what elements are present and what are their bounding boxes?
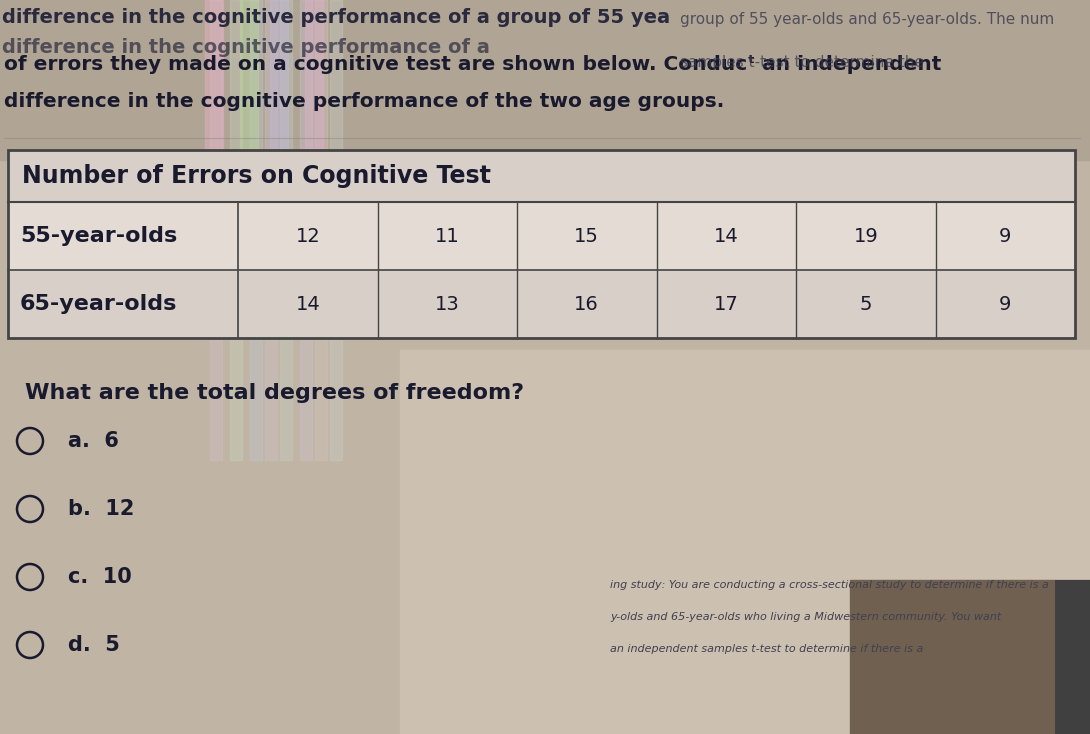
Text: y-olds and 65-year-olds who living a Midwestern community. You want: y-olds and 65-year-olds who living a Mid… — [610, 612, 1002, 622]
Text: 16: 16 — [574, 294, 600, 313]
Text: difference in the cognitive performance of the two age groups.: difference in the cognitive performance … — [4, 92, 724, 111]
Text: 14: 14 — [714, 227, 739, 245]
Text: d.  5: d. 5 — [68, 635, 120, 655]
Bar — [205, 0, 223, 160]
Bar — [210, 0, 222, 460]
Bar — [250, 0, 262, 460]
Text: a.  6: a. 6 — [68, 431, 119, 451]
Text: an independent samples t-test to determine if there is a: an independent samples t-test to determi… — [610, 644, 923, 654]
Bar — [1055, 580, 1090, 734]
Bar — [270, 0, 288, 160]
Text: 11: 11 — [435, 227, 460, 245]
Text: b.  12: b. 12 — [68, 499, 134, 519]
Text: 15: 15 — [574, 227, 600, 245]
Text: c.  10: c. 10 — [68, 567, 132, 587]
Text: 19: 19 — [853, 227, 879, 245]
Bar — [280, 0, 292, 460]
Bar — [8, 150, 1075, 338]
Text: samples t-test to determine the: samples t-test to determine the — [680, 55, 924, 70]
Bar — [0, 0, 1090, 160]
Text: difference in the cognitive performance of a group of 55 yea: difference in the cognitive performance … — [2, 8, 670, 27]
Text: 65-year-olds: 65-year-olds — [20, 294, 178, 314]
Bar — [265, 0, 277, 460]
Text: 17: 17 — [714, 294, 739, 313]
Bar — [8, 150, 1075, 202]
Text: 14: 14 — [295, 294, 320, 313]
Text: 5: 5 — [860, 294, 872, 313]
Text: What are the total degrees of freedom?: What are the total degrees of freedom? — [25, 383, 524, 403]
Text: of errors they made on a cognitive test are shown below. Conducᵗ an independent: of errors they made on a cognitive test … — [4, 55, 942, 74]
Text: difference in the cognitive performance of a: difference in the cognitive performance … — [2, 38, 489, 57]
Bar — [850, 580, 1090, 734]
Bar — [230, 0, 242, 460]
Bar — [300, 0, 312, 460]
Text: 55-year-olds: 55-year-olds — [20, 226, 178, 246]
Bar — [330, 0, 342, 460]
Text: 13: 13 — [435, 294, 460, 313]
Bar — [315, 0, 327, 460]
Text: 9: 9 — [1000, 294, 1012, 313]
Text: 9: 9 — [1000, 227, 1012, 245]
Bar — [240, 0, 258, 160]
Text: group of 55 year-olds and 65-year-olds. The num: group of 55 year-olds and 65-year-olds. … — [680, 12, 1054, 27]
Text: Number of Errors on Cognitive Test: Number of Errors on Cognitive Test — [22, 164, 490, 188]
Bar — [305, 0, 323, 160]
Text: ing study: You are conducting a cross-sectional study to determine if there is a: ing study: You are conducting a cross-se… — [610, 580, 1049, 590]
Bar — [8, 270, 1075, 338]
Bar — [400, 350, 1090, 734]
Text: 12: 12 — [295, 227, 320, 245]
Bar — [8, 202, 1075, 270]
